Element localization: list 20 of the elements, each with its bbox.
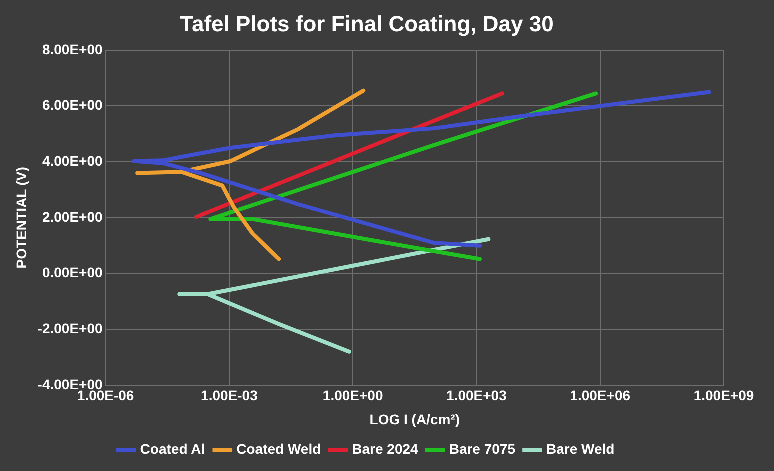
y-tick-label: -4.00E+00 <box>38 376 104 392</box>
chart-title: Tafel Plots for Final Coating, Day 30 <box>180 11 554 36</box>
legend-label: Bare Weld <box>546 440 615 457</box>
legend-label: Bare 7075 <box>449 440 516 457</box>
legend-label: Coated Weld <box>236 440 322 457</box>
y-tick-label: 4.00E+00 <box>42 152 103 169</box>
legend-label: Coated Al <box>140 440 206 457</box>
x-axis-title: LOG I (A/cm²) <box>370 411 460 428</box>
x-tick-label: 1.00E+00 <box>322 388 384 404</box>
x-tick-label: 1.00E+03 <box>446 388 508 404</box>
x-tick-label: 1.00E+06 <box>570 388 631 404</box>
y-tick-label: 8.00E+00 <box>42 41 103 58</box>
y-tick-label: 2.00E+00 <box>42 208 103 225</box>
y-tick-label: -2.00E+00 <box>38 320 104 336</box>
x-tick-label: 1.00E+09 <box>694 388 754 404</box>
y-tick-label: 0.00E+00 <box>42 264 103 281</box>
x-tick-label: 1.00E-03 <box>201 388 258 404</box>
legend-label: Bare 2024 <box>352 440 419 457</box>
y-tick-label: 6.00E+00 <box>42 97 103 114</box>
y-axis-title: POTENTIAL (V) <box>13 167 30 269</box>
